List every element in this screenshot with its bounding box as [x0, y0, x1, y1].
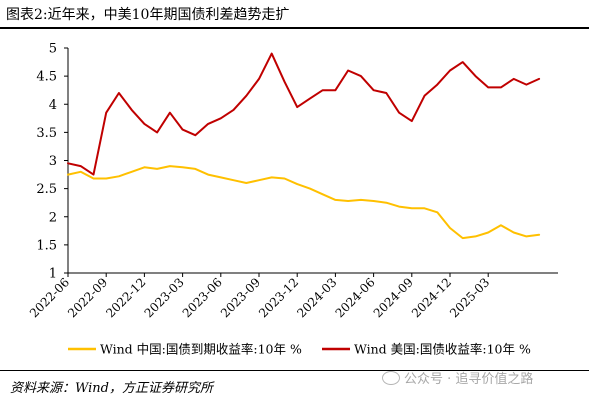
y-tick-label: 2.5 [36, 182, 57, 197]
series-line-us-10y [67, 52, 541, 176]
y-tick-label: 2 [49, 210, 57, 225]
series-line-china-10y [67, 165, 541, 240]
x-tick-label: 2024-03 [294, 275, 339, 320]
watermark: 公众号 · 追寻价值之路 [382, 368, 533, 387]
legend-label: Wind 美国:国债收益率:10年 % [354, 342, 531, 357]
x-tick-label: 2025-03 [447, 275, 492, 320]
y-tick-label: 1 [49, 267, 57, 282]
x-tick-label: 2024-06 [333, 275, 378, 320]
x-tick-label: 2022-06 [27, 275, 72, 320]
x-tick-label: 2024-09 [371, 275, 416, 320]
x-tick-label: 2023-06 [180, 275, 225, 320]
y-tick-label: 4.5 [36, 70, 57, 85]
chart-title: 图表2:近年来，中美10年期国债利差趋势走扩 [6, 7, 290, 23]
series-layer [67, 52, 541, 240]
x-tick-label: 2024-12 [409, 275, 454, 320]
legend-label: Wind 中国:国债到期收益率:10年 % [100, 342, 302, 357]
wechat-icon [382, 371, 400, 385]
y-tick-label: 3.5 [36, 126, 57, 141]
y-tick-label: 5 [49, 42, 57, 57]
y-tick-label: 1.5 [36, 238, 57, 253]
bottom-rule [0, 370, 589, 371]
legend: Wind 中国:国债到期收益率:10年 % Wind 美国:国债收益率:10年 % [68, 342, 531, 357]
watermark-text: 公众号 · 追寻价值之路 [404, 372, 534, 387]
y-tick-label: 4 [49, 98, 57, 113]
x-tick-label: 2023-03 [142, 275, 187, 320]
y-tick-label: 3 [49, 154, 57, 169]
x-tick-label: 2022-12 [103, 275, 148, 320]
x-tick-label: 2023-12 [256, 275, 301, 320]
source-note: 资料来源：Wind，方正证券研究所 [10, 381, 213, 396]
x-tick-label: 2022-09 [65, 275, 110, 320]
top-rule [0, 27, 589, 29]
x-tick-label: 2023-09 [218, 275, 263, 320]
